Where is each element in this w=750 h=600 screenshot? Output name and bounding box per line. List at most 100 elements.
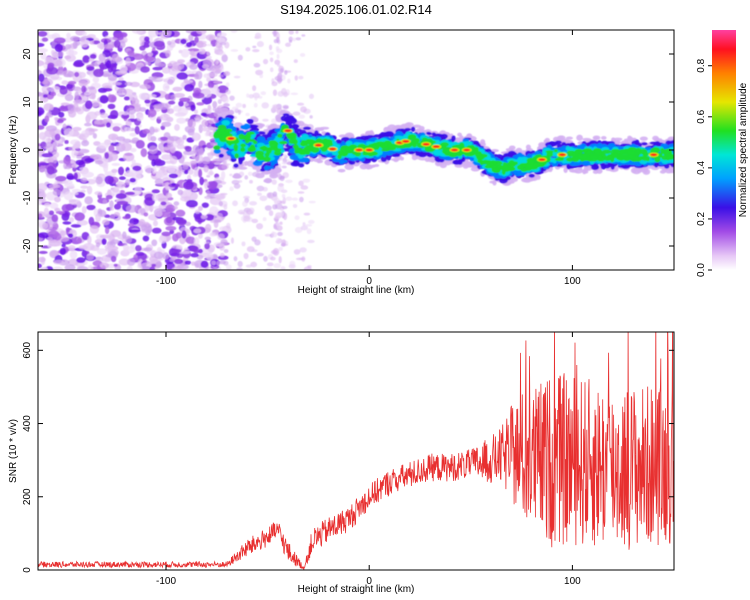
spectrogram-blob [243,252,249,260]
spectrogram-blob [218,74,224,78]
spectrogram-blob [653,138,658,142]
spectrogram-blob [266,131,272,139]
spectrogram-blob [271,179,277,185]
spectrogram-blob [517,156,523,162]
spectrogram-blob [72,40,78,49]
spectrogram-blob [270,256,276,261]
spectrogram-blob [79,167,87,171]
spectrogram-blob [89,40,95,45]
spectrogram-blob [165,192,173,199]
spectrogram-blob [151,166,157,175]
spectrogram-blob [198,48,206,55]
spectrogram-blob [71,163,78,168]
spectrogram-blob [222,121,230,126]
spectrogram-blob [217,255,229,261]
spectrogram-blob [107,74,118,81]
spectrogram-blob [140,224,148,232]
spectrogram-blob [219,226,228,232]
spectrogram-blob [57,119,64,124]
spectrogram-blob [47,236,53,241]
spectrogram-blob [211,229,219,233]
spectrogram-blob [205,34,216,41]
spectrogram-blob [49,202,59,209]
spectrogram-blob [46,34,58,40]
spectrogram-blob [161,231,171,237]
spectrogram-blob [218,201,224,207]
spectrogram-blob [105,254,113,258]
spectrogram-blob [53,259,65,265]
spectrogram-blob [194,36,199,43]
spectrogram-blob [58,111,65,118]
spectrogram-blob [610,164,615,170]
spectrogram-blob [38,30,48,37]
spectrogram-blob [490,148,499,153]
spectrogram-blob [82,55,90,63]
spectrogram-blob [270,249,278,255]
spectrogram-blob [107,103,116,110]
spectrogram-blob [400,123,410,129]
spectrogram-blob [127,50,135,57]
spectrogram-blob [38,147,44,156]
spectrogram-blob [44,115,50,123]
spectrogram-blob [219,243,225,251]
spectrogram-blob [38,60,45,67]
spectrogram-blob [102,87,113,92]
spectrogram-blob [266,262,274,267]
spectrogram-blob [125,236,132,244]
spectrogram-blob [287,78,291,84]
spectrogram-blob [203,241,211,244]
spectrogram-blob [457,159,463,165]
spectrogram-blob [102,199,108,205]
spectrogram-blob [309,157,315,162]
spectrogram-blob [426,131,431,135]
spectrogram-blob [280,175,285,179]
spectrogram-blob [641,142,648,146]
spectrogram-blob [281,239,287,247]
spectrogram-blob [291,197,299,201]
spectrogram-blob [104,226,110,235]
spectrogram-blob [206,72,218,78]
spectrogram-blob [237,179,243,183]
spectrogram-blob [149,103,155,111]
spectrogram-blob [269,57,274,63]
spectrogram-blob [242,200,248,207]
spectrogram-blob [295,30,299,34]
spectrogram-blob [157,31,169,36]
spectrogram-blob [568,167,575,173]
spectrogram-blob [167,40,172,46]
spectrogram-blob [99,95,109,104]
spectrogram-blob [95,242,101,248]
spectrogram-blob [255,172,265,179]
spectrogram-blob [309,115,313,119]
spectrogram-blob [303,266,312,270]
spectrogram-blob [38,250,48,254]
spectrogram-blob [301,34,306,37]
spectrogram-blob [171,182,176,187]
spectrogram-blob [223,103,230,107]
spectrogram-blob [176,144,185,150]
spectrogram-blob [187,119,196,129]
spectrogram-blob [111,162,121,167]
spectrogram-blob [51,214,59,223]
spectrogram-blob [281,161,288,165]
spectrogram-blob [123,96,130,101]
spectrogram-blob [126,265,133,270]
spectrogram-blob [153,251,164,260]
spectrogram-blob [140,66,150,73]
spectrogram-blob [138,92,149,100]
spectrogram-blob [65,165,72,170]
spectrogram-blob [199,176,205,186]
spectrogram-blob [54,117,59,121]
spectrogram-blob [565,136,573,140]
spectrogram-blob [262,186,268,192]
spectrogram-blob [122,216,131,220]
spectrogram-blob [243,195,250,199]
spectrogram-blob [125,57,131,66]
spectrogram-blob [573,161,582,166]
spectrogram-blob [169,155,178,165]
spectrogram-blob [82,31,87,37]
spectrogram-blob [148,145,158,155]
spectrogram-blob [249,201,258,206]
spectrogram-blob [86,253,94,261]
spectrogram-blob [38,107,45,116]
